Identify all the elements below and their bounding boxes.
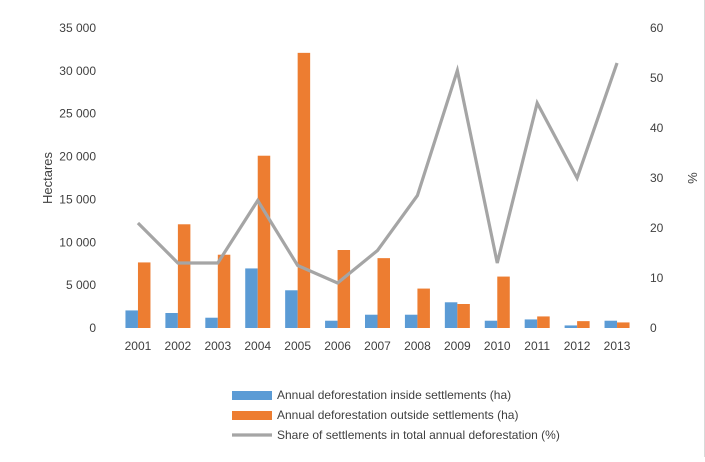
- x-tick-label: 2002: [165, 339, 192, 353]
- bar-inside-2003: [205, 317, 218, 328]
- y2-axis-title: %: [685, 172, 700, 184]
- bar-outside-2013: [617, 322, 630, 328]
- bar-inside-2004: [245, 268, 258, 328]
- bar-outside-2005: [297, 52, 311, 328]
- bar-inside-2006: [325, 320, 338, 328]
- bar-outside-2009: [457, 304, 470, 328]
- y2-tick-label: 50: [650, 71, 664, 85]
- bar-outside-2004: [257, 155, 271, 328]
- y2-tick-label: 40: [650, 121, 664, 135]
- legend-label: Annual deforestation inside settlements …: [277, 388, 511, 402]
- x-tick-label: 2011: [524, 339, 550, 353]
- bar-inside-2005: [285, 290, 298, 328]
- bars-layer: [125, 52, 630, 328]
- y-tick-label: 5 000: [66, 278, 96, 292]
- bar-outside-2012: [577, 321, 590, 328]
- y-tick-label: 35 000: [59, 21, 96, 35]
- bar-outside-2008: [417, 288, 430, 328]
- x-tick-label: 2007: [364, 339, 391, 353]
- x-tick-label: 2004: [244, 339, 271, 353]
- x-tick-label: 2003: [204, 339, 231, 353]
- bar-outside-2006: [337, 250, 351, 328]
- x-tick-label: 2009: [444, 339, 471, 353]
- bar-inside-2009: [444, 302, 458, 328]
- legend-swatch-inside: [232, 391, 272, 400]
- y2-tick-label: 60: [650, 21, 664, 35]
- share-line: [136, 62, 619, 285]
- ticks-layer: 2001 2002 2003 2004 2005 2006 2007 2008 2009 2010…: [59, 21, 663, 353]
- y2-tick-label: 20: [650, 221, 664, 235]
- bar-inside-2001: [125, 310, 138, 328]
- x-tick-label: 2013: [604, 339, 631, 353]
- legend-label: Share of settlements in total annual def…: [277, 428, 560, 442]
- x-tick-label: 2006: [324, 339, 351, 353]
- x-tick-label: 2010: [484, 339, 511, 353]
- bar-outside-2002: [177, 224, 191, 328]
- x-tick-label: 2005: [284, 339, 311, 353]
- bar-outside-2003: [217, 254, 231, 328]
- bar-inside-2011: [524, 319, 538, 328]
- bar-inside-2010: [484, 320, 498, 328]
- y-tick-label: 0: [89, 321, 96, 335]
- y-tick-label: 20 000: [59, 150, 96, 164]
- y-tick-label: 15 000: [59, 192, 96, 206]
- bar-inside-2012: [564, 325, 578, 328]
- y2-tick-label: 30: [650, 171, 664, 185]
- bar-outside-2007: [377, 258, 390, 328]
- y-tick-label: 25 000: [59, 107, 96, 121]
- x-tick-label: 2001: [125, 339, 152, 353]
- line-layer: [136, 62, 619, 285]
- bar-inside-2013: [604, 320, 618, 328]
- x-tick-label: 2012: [564, 339, 591, 353]
- bar-outside-2010: [497, 276, 510, 328]
- y-tick-label: 30 000: [59, 64, 96, 78]
- bar-outside-2011: [537, 316, 550, 328]
- y-axis-title: Hectares: [40, 151, 55, 204]
- y2-tick-label: 10: [650, 271, 664, 285]
- bar-inside-2007: [365, 314, 378, 328]
- bar-inside-2008: [404, 314, 418, 328]
- legend-label: Annual deforestation outside settlements…: [277, 408, 518, 422]
- legend: Annual deforestation inside settlements …: [232, 388, 560, 442]
- y2-tick-label: 0: [650, 321, 657, 335]
- y-tick-label: 10 000: [59, 235, 96, 249]
- bar-inside-2002: [165, 313, 178, 328]
- x-tick-label: 2008: [404, 339, 431, 353]
- legend-swatch-outside: [232, 411, 272, 420]
- bar-outside-2001: [137, 262, 151, 328]
